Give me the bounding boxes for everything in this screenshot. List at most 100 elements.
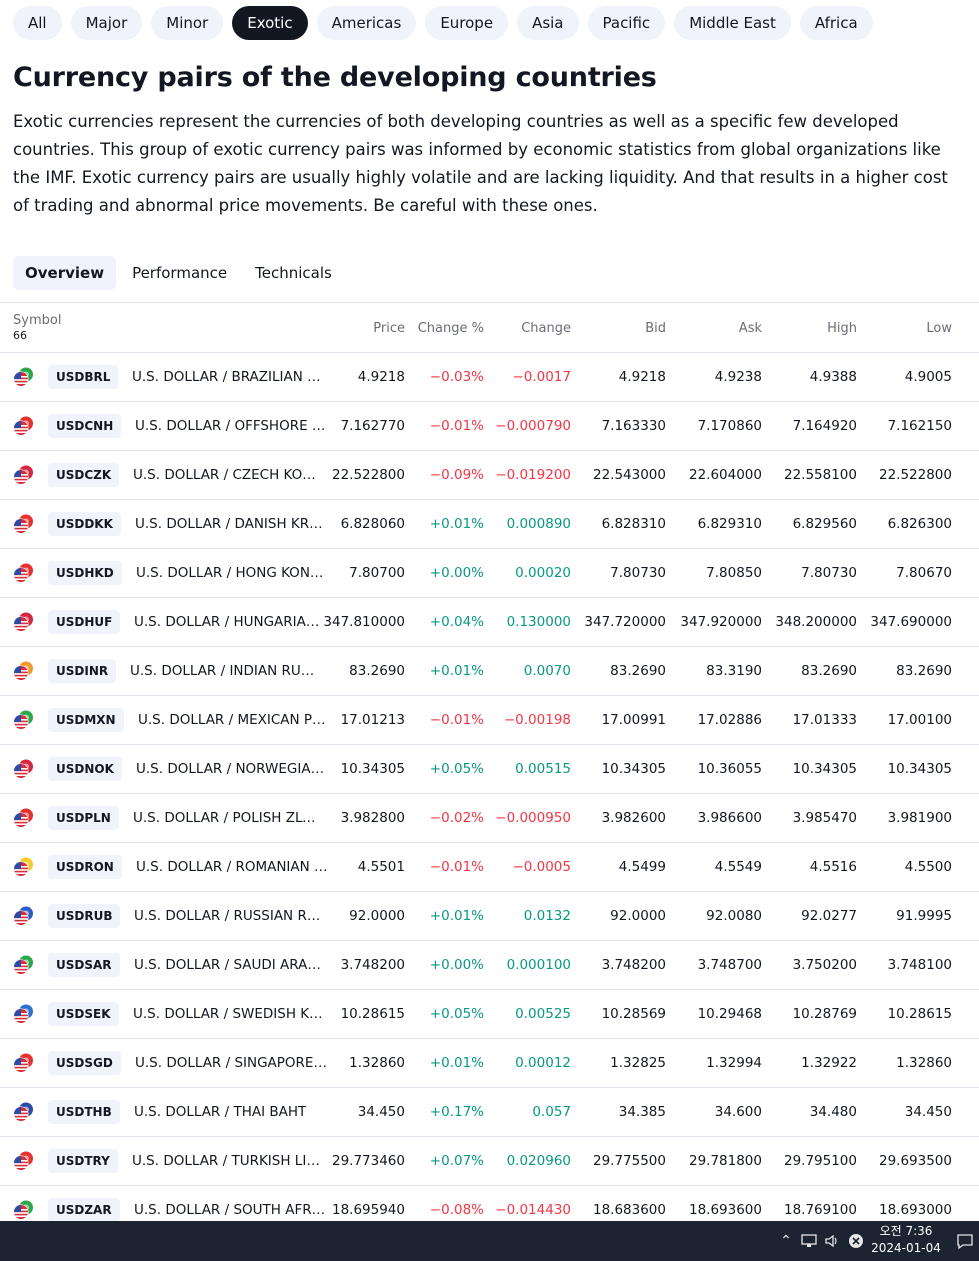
- table-row[interactable]: USDSEK U.S. DOLLAR / SWEDISH KRO... 10.286…: [0, 990, 979, 1039]
- symbol-ticker[interactable]: USDBRL: [48, 365, 119, 389]
- symbol-name[interactable]: U.S. DOLLAR / HUNGARIAN ...: [134, 614, 326, 630]
- symbol-ticker[interactable]: USDHKD: [48, 561, 122, 585]
- symbol-name[interactable]: U.S. DOLLAR / HONG KONG ...: [136, 565, 328, 581]
- table-row[interactable]: USDMXN U.S. DOLLAR / MEXICAN PESO 17.01213…: [0, 696, 979, 745]
- symbol-ticker[interactable]: USDPLN: [48, 806, 119, 830]
- symbol-name[interactable]: U.S. DOLLAR / MEXICAN PESO: [138, 712, 330, 728]
- symbol-ticker[interactable]: USDRON: [48, 855, 122, 879]
- filter-pill-europe[interactable]: Europe: [425, 6, 509, 40]
- high-cell: 83.2690: [801, 663, 857, 679]
- clock-time: 오전 7:36: [879, 1224, 933, 1238]
- symbol-ticker[interactable]: USDINR: [48, 659, 117, 683]
- symbol-ticker[interactable]: USDCNH: [48, 414, 122, 438]
- speaker-icon[interactable]: [823, 1232, 841, 1250]
- table-row[interactable]: USDRON U.S. DOLLAR / ROMANIAN L... 4.5501 −…: [0, 843, 979, 892]
- symbol-ticker[interactable]: USDSGD: [48, 1051, 121, 1075]
- tab-performance[interactable]: Performance: [132, 264, 228, 282]
- table-row[interactable]: USDTHB U.S. DOLLAR / THAI BAHT 34.450 +0.17…: [0, 1088, 979, 1137]
- symbol-name[interactable]: U.S. DOLLAR / DANISH KRONE: [135, 516, 327, 532]
- column-header-price[interactable]: Price: [373, 321, 405, 336]
- symbol-ticker[interactable]: USDRUB: [48, 904, 121, 928]
- table-row[interactable]: USDHKD U.S. DOLLAR / HONG KONG ... 7.80700…: [0, 549, 979, 598]
- change-pct-cell: +0.05%: [429, 761, 484, 777]
- symbol-name[interactable]: U.S. DOLLAR / RUSSIAN RUB...: [134, 908, 326, 924]
- symbol-name[interactable]: U.S. DOLLAR / SWEDISH KRO...: [133, 1006, 325, 1022]
- table-row[interactable]: USDHUF U.S. DOLLAR / HUNGARIAN ... 347.810…: [0, 598, 979, 647]
- symbol-name[interactable]: U.S. DOLLAR / CZECH KORU...: [133, 467, 325, 483]
- symbol-name[interactable]: U.S. DOLLAR / POLISH ZLOTY: [133, 810, 325, 826]
- filter-pill-africa[interactable]: Africa: [799, 6, 873, 40]
- price-cell: 10.28615: [340, 1006, 405, 1022]
- price-cell: 3.748200: [340, 957, 405, 973]
- tab-overview[interactable]: Overview: [13, 256, 117, 290]
- table-row[interactable]: USDSGD U.S. DOLLAR / SINGAPORE D... 1.3286…: [0, 1039, 979, 1088]
- symbol-name[interactable]: U.S. DOLLAR / SAUDI ARABI...: [134, 957, 326, 973]
- table-row[interactable]: USDCNH U.S. DOLLAR / OFFSHORE C... 7.16277…: [0, 402, 979, 451]
- symbol-ticker[interactable]: USDCZK: [48, 463, 120, 487]
- filter-pill-asia[interactable]: Asia: [517, 6, 579, 40]
- table-row[interactable]: USDCZK U.S. DOLLAR / CZECH KORU... 22.5228…: [0, 451, 979, 500]
- filter-pill-minor[interactable]: Minor: [151, 6, 224, 40]
- symbol-header-label: Symbol: [13, 313, 62, 328]
- symbol-ticker[interactable]: USDTHB: [48, 1100, 120, 1124]
- change-cell: −0.0017: [512, 369, 571, 385]
- notification-icon[interactable]: [956, 1232, 974, 1250]
- price-cell: 18.695940: [331, 1202, 405, 1218]
- ask-cell: 347.920000: [680, 614, 762, 630]
- error-status-icon[interactable]: [847, 1232, 865, 1250]
- table-row[interactable]: USDINR U.S. DOLLAR / INDIAN RUPEE 83.2690 +…: [0, 647, 979, 696]
- bid-cell: 4.5499: [618, 859, 666, 875]
- currency-flag-icon: [13, 955, 35, 975]
- filter-pill-pacific[interactable]: Pacific: [587, 6, 666, 40]
- table-row[interactable]: USDPLN U.S. DOLLAR / POLISH ZLOTY 3.982800…: [0, 794, 979, 843]
- symbol-ticker[interactable]: USDDKK: [48, 512, 121, 536]
- system-clock[interactable]: 오전 7:36 2024-01-04: [866, 1223, 946, 1257]
- filter-pill-major[interactable]: Major: [70, 6, 143, 40]
- table-row[interactable]: USDNOK U.S. DOLLAR / NORWEGIAN ... 10.3430…: [0, 745, 979, 794]
- symbol-ticker[interactable]: USDSAR: [48, 953, 120, 977]
- column-header-change[interactable]: Change: [521, 321, 571, 336]
- table-row[interactable]: USDSAR U.S. DOLLAR / SAUDI ARABI... 3.7482…: [0, 941, 979, 990]
- symbol-name[interactable]: U.S. DOLLAR / OFFSHORE C...: [135, 418, 327, 434]
- high-cell: 4.5516: [809, 859, 857, 875]
- symbol-ticker[interactable]: USDNOK: [48, 757, 122, 781]
- column-header-symbol[interactable]: Symbol 66: [13, 313, 61, 343]
- high-cell: 29.795100: [783, 1153, 857, 1169]
- low-cell: 17.00100: [887, 712, 952, 728]
- symbol-ticker[interactable]: USDTRY: [48, 1149, 118, 1173]
- symbol-ticker[interactable]: USDZAR: [48, 1198, 120, 1222]
- bid-cell: 29.775500: [592, 1153, 666, 1169]
- symbol-name[interactable]: U.S. DOLLAR / ROMANIAN L...: [136, 859, 328, 875]
- symbol-ticker[interactable]: USDMXN: [48, 708, 124, 732]
- high-cell: 6.829560: [792, 516, 857, 532]
- filter-pill-americas[interactable]: Americas: [316, 6, 417, 40]
- table-row[interactable]: USDDKK U.S. DOLLAR / DANISH KRONE 6.828060…: [0, 500, 979, 549]
- chevron-up-icon[interactable]: ⌃: [780, 1233, 792, 1249]
- network-icon[interactable]: [800, 1232, 818, 1250]
- column-header-change-pct[interactable]: Change %: [417, 321, 484, 336]
- symbol-ticker[interactable]: USDHUF: [48, 610, 121, 634]
- table-row[interactable]: USDRUB U.S. DOLLAR / RUSSIAN RUB... 92.000…: [0, 892, 979, 941]
- table-row[interactable]: USDBRL U.S. DOLLAR / BRAZILIAN R... 4.9218…: [0, 353, 979, 402]
- ask-cell: 18.693600: [688, 1202, 762, 1218]
- column-header-ask[interactable]: Ask: [738, 321, 762, 336]
- column-header-bid[interactable]: Bid: [645, 321, 666, 336]
- price-cell: 29.773460: [331, 1153, 405, 1169]
- symbol-ticker[interactable]: USDSEK: [48, 1002, 119, 1026]
- column-header-low[interactable]: Low: [926, 321, 952, 336]
- symbol-name[interactable]: U.S. DOLLAR / INDIAN RUPEE: [130, 663, 322, 679]
- table-row[interactable]: USDTRY U.S. DOLLAR / TURKISH LIRA 29.77346…: [0, 1137, 979, 1186]
- filter-pill-exotic[interactable]: Exotic: [232, 6, 308, 40]
- symbol-name[interactable]: U.S. DOLLAR / SINGAPORE D...: [135, 1055, 327, 1071]
- symbol-name[interactable]: U.S. DOLLAR / NORWEGIAN ...: [136, 761, 328, 777]
- filter-pill-all[interactable]: All: [13, 6, 62, 40]
- change-cell: 0.000100: [506, 957, 571, 973]
- filter-pill-middle-east[interactable]: Middle East: [674, 6, 791, 40]
- high-cell: 18.769100: [783, 1202, 857, 1218]
- tab-technicals[interactable]: Technicals: [255, 264, 332, 282]
- symbol-name[interactable]: U.S. DOLLAR / THAI BAHT: [134, 1104, 307, 1120]
- column-header-high[interactable]: High: [827, 321, 857, 336]
- symbol-name[interactable]: U.S. DOLLAR / BRAZILIAN R...: [132, 369, 324, 385]
- symbol-name[interactable]: U.S. DOLLAR / TURKISH LIRA: [132, 1153, 324, 1169]
- price-cell: 3.982800: [340, 810, 405, 826]
